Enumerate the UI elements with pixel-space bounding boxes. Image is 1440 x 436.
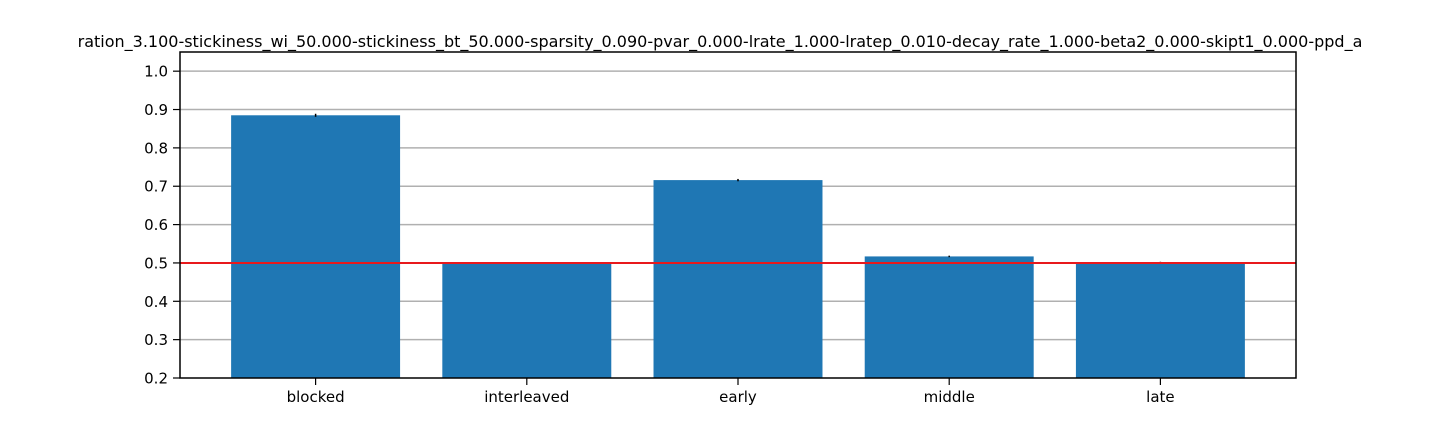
x-tick-label-interleaved: interleaved (484, 388, 569, 406)
x-axis: blocked interleaved early middle late (287, 378, 1175, 406)
y-tick-label: 0.7 (144, 178, 168, 196)
bar-early (653, 180, 823, 378)
y-tick-label: 0.2 (144, 370, 168, 388)
y-tick-label: 0.6 (144, 216, 168, 234)
bar-interleaved (442, 262, 612, 378)
bar-blocked (231, 115, 401, 379)
chart-title: ration_3.100-stickiness_wi_50.000-sticki… (78, 32, 1363, 52)
x-tick-label-early: early (719, 388, 757, 406)
x-tick-label-blocked: blocked (287, 388, 345, 406)
y-tick-label: 1.0 (144, 63, 168, 81)
y-axis: 0.2 0.3 0.4 0.5 0.6 0.7 0.8 0.9 1.0 (144, 63, 180, 388)
bar-middle (864, 256, 1034, 378)
y-tick-label: 0.5 (144, 254, 168, 272)
x-tick-label-middle: middle (924, 388, 975, 406)
y-tick-label: 0.3 (144, 331, 168, 349)
y-tick-label: 0.8 (144, 139, 168, 157)
x-tick-label-late: late (1146, 388, 1174, 406)
bars (231, 115, 1245, 379)
y-tick-label: 0.4 (144, 293, 168, 311)
y-tick-label: 0.9 (144, 101, 168, 119)
bar-late (1075, 262, 1245, 378)
